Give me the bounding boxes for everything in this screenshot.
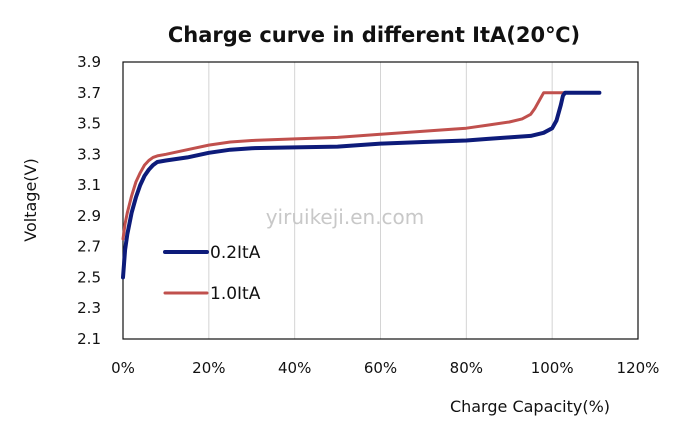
y-tick-label: 3.3: [77, 145, 101, 163]
x-tick-label: 120%: [617, 359, 660, 377]
watermark-text: yiruikeji.en.com: [266, 205, 425, 229]
x-axis-label: Charge Capacity(%): [450, 397, 610, 416]
x-tick-label: 100%: [531, 359, 574, 377]
y-tick-label: 3.5: [77, 115, 101, 133]
legend-label: 1.0ItA: [210, 284, 261, 304]
x-axis-ticks: 0% 20% 40% 60% 80% 100% 120%: [111, 359, 659, 377]
series-lines: [121, 90, 602, 280]
y-tick-label: 2.5: [77, 268, 101, 286]
x-tick-label: 0%: [111, 359, 135, 377]
y-tick-label: 2.7: [77, 238, 101, 256]
y-tick-label: 2.3: [77, 299, 101, 317]
grid-lines: [208, 62, 553, 339]
series-line-0-2ita: [121, 90, 602, 280]
y-tick-label: 3.7: [77, 84, 101, 102]
x-tick-label: 60%: [364, 359, 397, 377]
x-tick-label: 40%: [278, 359, 311, 377]
x-tick-label: 20%: [192, 359, 225, 377]
y-axis-ticks: 2.1 2.3 2.5 2.7 2.9 3.1 3.3 3.5 3.7 3.9: [77, 53, 101, 348]
x-tick-label: 80%: [450, 359, 483, 377]
y-axis-label: Voltage(V): [21, 158, 40, 241]
y-tick-label: 3.1: [77, 176, 101, 194]
legend-label: 0.2ItA: [210, 243, 261, 263]
y-tick-label: 2.9: [77, 207, 101, 225]
plot-frame: [122, 61, 639, 340]
legend: 0.2ItA 1.0ItA: [163, 243, 261, 304]
y-tick-label: 3.9: [77, 53, 101, 71]
y-tick-label: 2.1: [77, 330, 101, 348]
chart-title: Charge curve in different ItA(20℃): [168, 23, 580, 47]
series-line-1-0ita: [121, 91, 601, 241]
